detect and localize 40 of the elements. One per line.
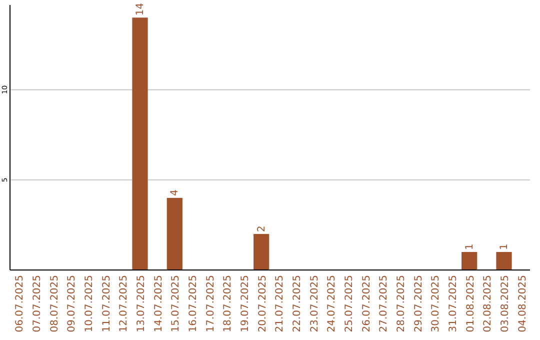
x-tick-label: 25.07.2025 (344, 275, 355, 332)
x-tick-label: 09.07.2025 (66, 275, 78, 332)
x-tick-label: 24.07.2025 (326, 275, 338, 332)
x-tick-label: 29.07.2025 (413, 275, 424, 332)
x-tick-label: 01.08.2025 (465, 275, 476, 332)
x-tick-label: 20.07.2025 (257, 275, 268, 332)
x-tick-label: 19.07.2025 (240, 275, 251, 332)
x-tick-label: 07.07.2025 (32, 275, 43, 332)
x-tick-label: 16.07.2025 (188, 275, 199, 332)
x-tick-label: 12.07.2025 (118, 275, 130, 332)
data-label: 4 (170, 190, 181, 196)
data-label: 1 (464, 244, 476, 250)
x-tick-label: 22.07.2025 (292, 275, 303, 332)
x-tick-label: 21.07.2025 (274, 275, 286, 332)
x-tick-label: 30.07.2025 (430, 275, 442, 332)
data-label: 14 (135, 2, 146, 16)
x-tick-label: 02.08.2025 (482, 275, 494, 332)
x-tick-label: 17.07.2025 (205, 275, 216, 332)
x-tick-label: 14.07.2025 (153, 275, 164, 332)
x-tick-label: 10.07.2025 (84, 275, 95, 332)
bar (254, 234, 270, 270)
x-tick-label: 04.08.2025 (517, 275, 528, 332)
x-tick-label: 08.07.2025 (49, 275, 60, 332)
bar (132, 18, 148, 270)
x-tick-label: 31.07.2025 (448, 275, 459, 332)
x-tick-label: 28.07.2025 (396, 275, 407, 332)
bar (496, 252, 512, 270)
x-tick-label: 03.08.2025 (500, 275, 511, 332)
data-label: 2 (256, 226, 268, 232)
x-tick-label: 26.07.2025 (361, 275, 372, 332)
bar (462, 252, 478, 270)
x-tick-label: 15.07.2025 (170, 275, 182, 332)
x-tick-label: 23.07.2025 (309, 275, 320, 332)
x-tick-label: 06.07.2025 (14, 275, 26, 332)
x-tick-label: 18.07.2025 (222, 275, 234, 332)
bar (166, 198, 182, 270)
x-tick-label: 11.07.2025 (101, 275, 112, 332)
x-tick-label: 27.07.2025 (378, 275, 390, 332)
data-label: 1 (499, 244, 510, 250)
x-tick-label: 13.07.2025 (136, 275, 147, 332)
